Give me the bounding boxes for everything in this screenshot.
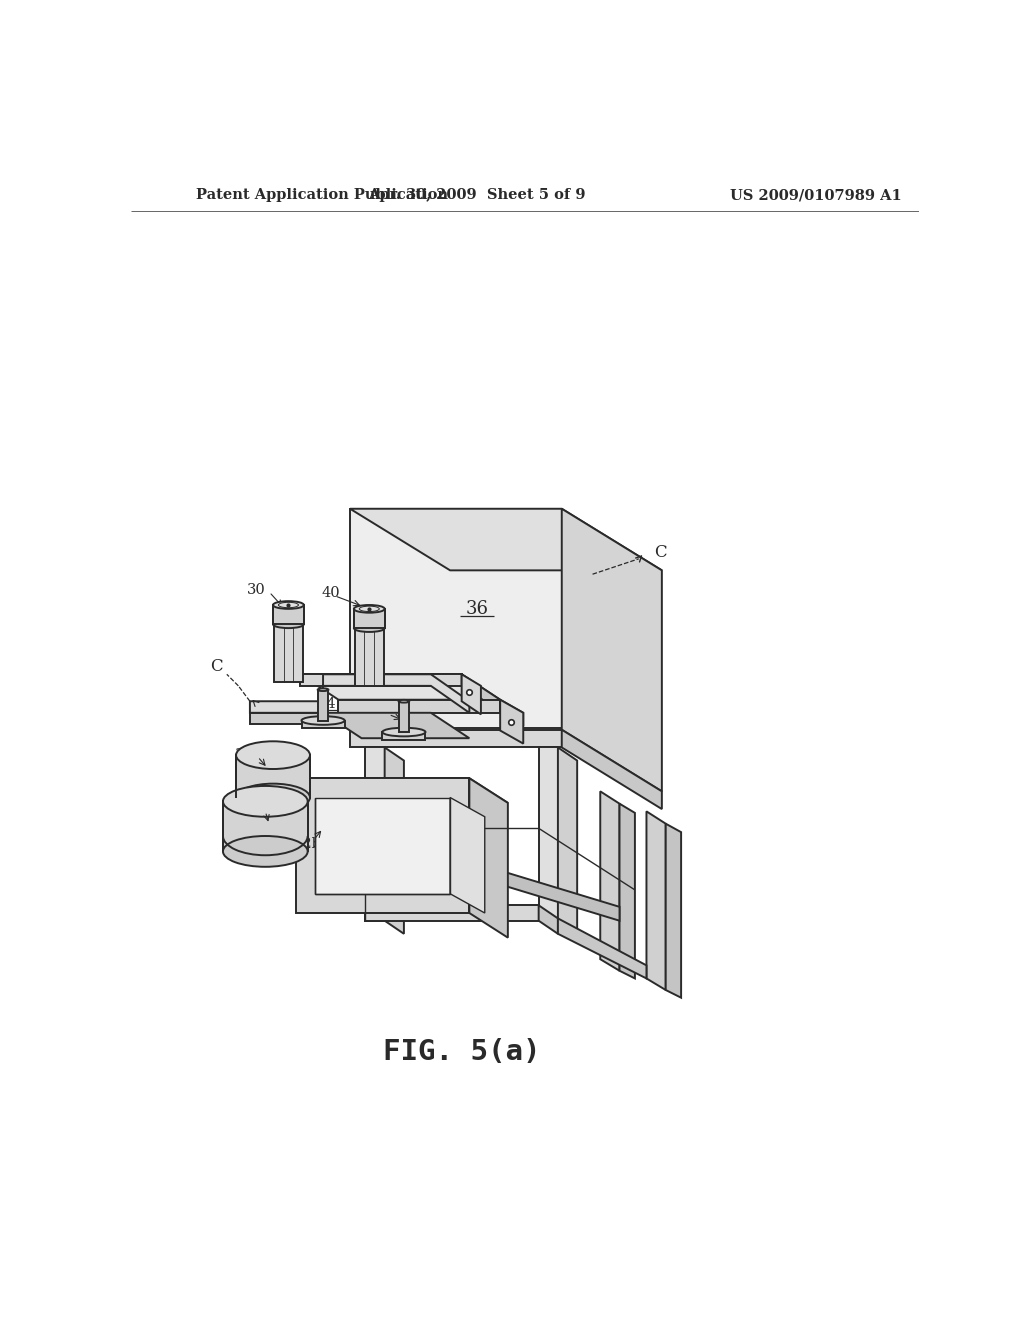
Polygon shape	[300, 675, 500, 700]
Ellipse shape	[273, 620, 304, 628]
Polygon shape	[273, 624, 303, 682]
Ellipse shape	[382, 727, 425, 737]
Text: 35: 35	[356, 653, 375, 668]
Polygon shape	[339, 700, 500, 713]
Polygon shape	[666, 824, 681, 998]
Ellipse shape	[237, 742, 310, 770]
Text: US 2009/0107989 A1: US 2009/0107989 A1	[730, 189, 902, 202]
Polygon shape	[354, 628, 384, 686]
Polygon shape	[250, 675, 469, 713]
Ellipse shape	[273, 601, 304, 609]
Text: 38: 38	[385, 706, 403, 719]
Polygon shape	[469, 779, 508, 937]
Polygon shape	[237, 755, 310, 797]
Polygon shape	[558, 919, 646, 978]
Polygon shape	[451, 797, 484, 913]
Polygon shape	[350, 730, 562, 747]
Polygon shape	[301, 721, 345, 729]
Text: Patent Application Publication: Patent Application Publication	[196, 189, 449, 202]
Text: 34: 34	[317, 697, 336, 710]
Ellipse shape	[223, 785, 307, 817]
Text: C: C	[210, 659, 223, 675]
Text: 38: 38	[236, 748, 254, 762]
Text: 36: 36	[466, 599, 488, 618]
Polygon shape	[398, 701, 410, 733]
Polygon shape	[317, 689, 329, 721]
Ellipse shape	[237, 784, 310, 812]
Ellipse shape	[354, 605, 385, 612]
Polygon shape	[620, 804, 635, 978]
Text: 30: 30	[247, 582, 265, 597]
Polygon shape	[600, 792, 620, 970]
Polygon shape	[354, 609, 385, 628]
Polygon shape	[273, 605, 304, 624]
Polygon shape	[296, 779, 469, 913]
Ellipse shape	[354, 624, 385, 632]
Polygon shape	[462, 675, 500, 711]
Polygon shape	[315, 797, 451, 894]
Polygon shape	[539, 906, 558, 933]
Polygon shape	[323, 713, 469, 738]
Ellipse shape	[223, 836, 307, 867]
Polygon shape	[539, 747, 558, 921]
Polygon shape	[350, 508, 562, 729]
Polygon shape	[562, 730, 662, 809]
Polygon shape	[558, 747, 578, 933]
Polygon shape	[562, 508, 662, 792]
Text: 32a: 32a	[234, 803, 261, 816]
Polygon shape	[250, 713, 323, 725]
Ellipse shape	[398, 700, 410, 702]
Text: 32b: 32b	[294, 837, 322, 850]
Polygon shape	[403, 841, 620, 921]
Polygon shape	[366, 906, 539, 921]
Polygon shape	[500, 700, 523, 743]
Polygon shape	[462, 675, 481, 714]
Text: 40: 40	[322, 586, 340, 601]
Text: Apr. 30, 2009  Sheet 5 of 9: Apr. 30, 2009 Sheet 5 of 9	[369, 189, 586, 202]
Text: FIG. 5(a): FIG. 5(a)	[383, 1038, 541, 1065]
Polygon shape	[646, 812, 666, 990]
Polygon shape	[500, 700, 523, 726]
Polygon shape	[382, 733, 425, 739]
Text: C: C	[654, 544, 667, 561]
Ellipse shape	[317, 688, 329, 692]
Ellipse shape	[301, 717, 345, 725]
Polygon shape	[385, 747, 403, 933]
Polygon shape	[223, 801, 307, 851]
Polygon shape	[300, 675, 462, 686]
Polygon shape	[350, 508, 662, 570]
Polygon shape	[296, 779, 508, 803]
Polygon shape	[366, 747, 385, 921]
